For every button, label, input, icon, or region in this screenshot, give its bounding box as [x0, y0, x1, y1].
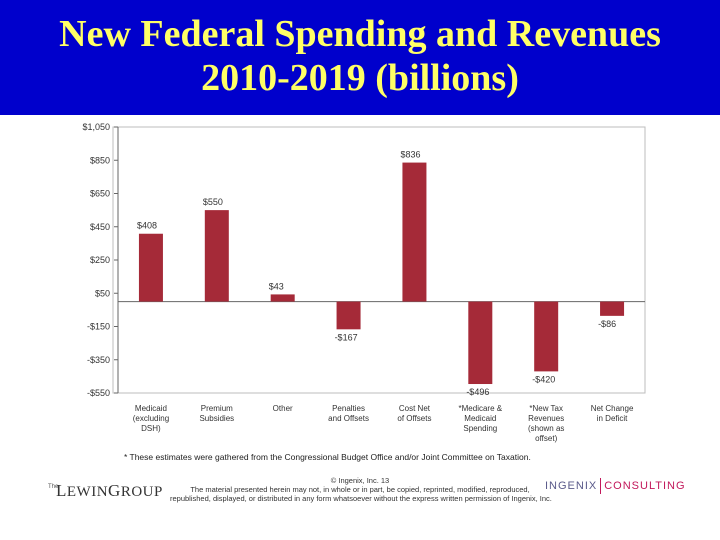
- logo-separator: [600, 478, 602, 494]
- x-tick-label: Other: [273, 404, 293, 413]
- ingenix-consulting-logo: INGENIX CONSULTING: [545, 478, 686, 498]
- logo-consulting: CONSULTING: [604, 479, 686, 492]
- bar-value-label: $408: [137, 221, 157, 231]
- x-tick-label: in Deficit: [597, 414, 628, 423]
- bar-value-label: -$420: [532, 374, 555, 384]
- y-tick-label: -$350: [87, 355, 110, 365]
- x-tick-label: Medicaid: [135, 404, 167, 413]
- slide-title-line-2: 2010-2019 (billions): [201, 57, 519, 99]
- logo-name: LEWINGROUP: [56, 481, 163, 500]
- x-tick-label: (shown as: [528, 424, 564, 433]
- copyright-notice: © Ingenix, Inc. 13 The material presente…: [170, 476, 552, 503]
- slide-title-line-1: New Federal Spending and Revenues: [59, 13, 661, 55]
- x-tick-label: Spending: [463, 424, 497, 433]
- y-tick-label: $50: [95, 288, 110, 298]
- x-axis-labels: Medicaid(excludingDSH)PremiumSubsidiesOt…: [133, 404, 634, 443]
- bar: [270, 294, 295, 302]
- x-tick-label: Premium: [201, 404, 233, 413]
- footnote: * These estimates were gathered from the…: [124, 452, 531, 462]
- x-tick-label: of Offsets: [397, 414, 431, 423]
- logo-the: The: [48, 484, 59, 490]
- bar-series: $408 $550 $43 -$167 $836 -$496 -$420 -$86: [137, 150, 625, 397]
- bar: [468, 301, 493, 385]
- x-tick-label: Net Change: [591, 404, 634, 413]
- y-tick-label: $250: [90, 255, 110, 265]
- y-tick-label: -$550: [87, 388, 110, 398]
- x-tick-label: Medicaid: [464, 414, 496, 423]
- x-tick-label: Penalties: [332, 404, 365, 413]
- copyright-line-3: republished, displayed, or distributed i…: [170, 494, 552, 503]
- x-tick-label: Cost Net: [399, 404, 431, 413]
- bar-value-label: -$86: [598, 319, 616, 329]
- bar: [534, 301, 559, 372]
- copyright-line-2: The material presented herein may not, i…: [190, 485, 530, 494]
- x-tick-label: and Offsets: [328, 414, 369, 423]
- x-tick-label: Revenues: [528, 414, 564, 423]
- y-axis-ticks: $1,050 $850 $650 $450 $250 $50 -$150 -$350 -$550: [82, 122, 118, 398]
- x-tick-label: DSH): [141, 424, 161, 433]
- bar-value-label: $550: [203, 197, 223, 207]
- x-tick-label: Subsidies: [199, 414, 234, 423]
- bar-value-label: -$167: [335, 332, 358, 342]
- bar: [402, 162, 427, 302]
- y-tick-label: $650: [90, 189, 110, 199]
- bar: [336, 301, 361, 330]
- bar: [600, 301, 625, 316]
- title-banner: New Federal Spending and Revenues 2010-2…: [0, 0, 720, 115]
- y-tick-label: $1,050: [82, 122, 110, 132]
- bar: [138, 233, 163, 302]
- x-tick-label: *New Tax: [529, 404, 563, 413]
- bar-value-label: $43: [269, 281, 284, 291]
- plot-frame: [112, 126, 646, 394]
- lewin-group-logo: The LEWINGROUP: [48, 481, 162, 501]
- y-tick-label: -$150: [87, 322, 110, 332]
- bar: [204, 210, 229, 302]
- x-tick-label: offset): [535, 434, 557, 443]
- y-tick-label: $850: [90, 155, 110, 165]
- bar-value-label: $836: [400, 150, 420, 160]
- logo-ingenix: INGENIX: [545, 479, 598, 492]
- x-tick-label: *Medicare &: [459, 404, 503, 413]
- x-tick-label: (excluding: [133, 414, 169, 423]
- copyright-line-1: © Ingenix, Inc. 13: [330, 476, 390, 485]
- bar-chart: $1,050 $850 $650 $450 $250 $50 -$150 -$350 -$550…: [82, 122, 646, 443]
- y-tick-label: $450: [90, 222, 110, 232]
- bar-value-label: -$496: [466, 387, 489, 397]
